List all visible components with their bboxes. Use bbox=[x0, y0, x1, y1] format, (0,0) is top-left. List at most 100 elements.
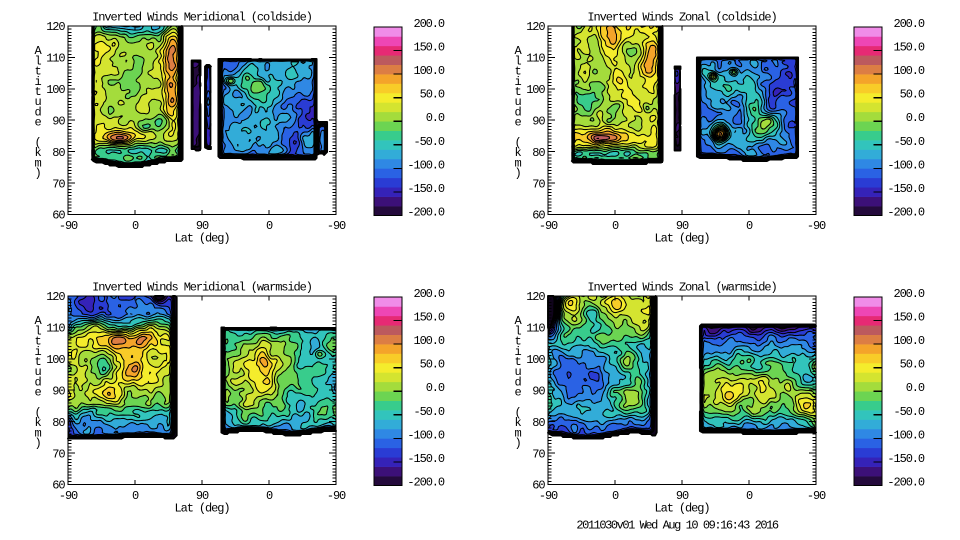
svg-text:A: A bbox=[34, 44, 42, 58]
svg-text:100: 100 bbox=[526, 83, 545, 97]
svg-text:d: d bbox=[34, 375, 41, 389]
svg-text:Inverted Winds Zonal (warmside: Inverted Winds Zonal (warmside) bbox=[587, 281, 776, 295]
svg-text:100: 100 bbox=[526, 353, 545, 367]
svg-text:110: 110 bbox=[46, 52, 65, 66]
svg-text:Lat (deg): Lat (deg) bbox=[655, 232, 710, 246]
svg-text:0.0: 0.0 bbox=[426, 111, 445, 125]
svg-text:90: 90 bbox=[52, 385, 65, 399]
svg-text:70: 70 bbox=[52, 447, 65, 461]
svg-text:-200.0: -200.0 bbox=[407, 206, 445, 220]
svg-text:-50.0: -50.0 bbox=[893, 405, 924, 419]
svg-text:-150.0: -150.0 bbox=[407, 182, 445, 196]
svg-text:l: l bbox=[34, 324, 41, 338]
svg-text:90: 90 bbox=[196, 219, 209, 233]
svg-text:200.0: 200.0 bbox=[893, 17, 924, 31]
svg-text:120: 120 bbox=[46, 290, 65, 304]
svg-text:Inverted Winds Meridional (col: Inverted Winds Meridional (coldside) bbox=[92, 11, 312, 25]
svg-text:-50.0: -50.0 bbox=[893, 135, 924, 149]
svg-text:u: u bbox=[34, 365, 41, 379]
svg-text:120: 120 bbox=[526, 20, 545, 34]
svg-text:100.0: 100.0 bbox=[413, 334, 444, 348]
svg-text:t: t bbox=[514, 355, 520, 369]
svg-text:t: t bbox=[34, 85, 40, 99]
svg-text:50.0: 50.0 bbox=[900, 88, 925, 102]
svg-text:u: u bbox=[514, 95, 521, 109]
svg-text:-100.0: -100.0 bbox=[887, 158, 925, 172]
svg-text:-150.0: -150.0 bbox=[887, 182, 925, 196]
svg-text:100.0: 100.0 bbox=[893, 334, 924, 348]
svg-text:-90: -90 bbox=[807, 219, 826, 233]
svg-text:(: ( bbox=[34, 136, 40, 150]
svg-text:80: 80 bbox=[52, 416, 65, 430]
svg-text:-100.0: -100.0 bbox=[887, 428, 925, 442]
svg-text:-200.0: -200.0 bbox=[887, 206, 925, 220]
svg-text:200.0: 200.0 bbox=[893, 287, 924, 301]
svg-text:(: ( bbox=[34, 406, 40, 420]
svg-text:50.0: 50.0 bbox=[420, 88, 445, 102]
svg-text:u: u bbox=[514, 365, 521, 379]
svg-text:80: 80 bbox=[532, 146, 545, 160]
svg-text:110: 110 bbox=[526, 322, 545, 336]
svg-text:u: u bbox=[34, 95, 41, 109]
svg-text:0: 0 bbox=[132, 489, 139, 503]
svg-text:2011030v01 Wed Aug 10 09:16:43: 2011030v01 Wed Aug 10 09:16:43 2016 bbox=[576, 519, 779, 533]
svg-text:t: t bbox=[34, 355, 40, 369]
svg-text:-90: -90 bbox=[59, 219, 78, 233]
svg-text:-100.0: -100.0 bbox=[407, 428, 445, 442]
svg-text:90: 90 bbox=[532, 385, 545, 399]
svg-text:): ) bbox=[34, 167, 40, 181]
svg-text:60: 60 bbox=[532, 479, 545, 493]
svg-text:-150.0: -150.0 bbox=[407, 452, 445, 466]
svg-text:Lat (deg): Lat (deg) bbox=[175, 502, 230, 516]
svg-text:90: 90 bbox=[676, 489, 689, 503]
svg-text:): ) bbox=[514, 437, 520, 451]
svg-text:100.0: 100.0 bbox=[893, 64, 924, 78]
svg-text:0: 0 bbox=[612, 219, 619, 233]
svg-text:0: 0 bbox=[746, 489, 753, 503]
svg-text:-90: -90 bbox=[327, 219, 346, 233]
svg-text:k: k bbox=[514, 146, 521, 160]
svg-text:Lat (deg): Lat (deg) bbox=[655, 502, 710, 516]
svg-text:t: t bbox=[514, 85, 520, 99]
svg-text:d: d bbox=[34, 105, 41, 119]
svg-text:100.0: 100.0 bbox=[413, 64, 444, 78]
svg-text:-90: -90 bbox=[327, 489, 346, 503]
svg-text:110: 110 bbox=[46, 322, 65, 336]
svg-text:100: 100 bbox=[46, 353, 65, 367]
svg-text:70: 70 bbox=[52, 177, 65, 191]
svg-text:0: 0 bbox=[612, 489, 619, 503]
svg-text:120: 120 bbox=[46, 20, 65, 34]
svg-text:A: A bbox=[514, 314, 522, 328]
svg-text:e: e bbox=[34, 386, 41, 400]
svg-text:t: t bbox=[514, 335, 520, 349]
svg-text:90: 90 bbox=[52, 115, 65, 129]
svg-text:-100.0: -100.0 bbox=[407, 158, 445, 172]
svg-text:70: 70 bbox=[532, 177, 545, 191]
svg-text:150.0: 150.0 bbox=[413, 311, 444, 325]
svg-text:0: 0 bbox=[266, 489, 273, 503]
svg-text:100: 100 bbox=[46, 83, 65, 97]
svg-text:110: 110 bbox=[526, 52, 545, 66]
svg-text:t: t bbox=[514, 65, 520, 79]
svg-text:50.0: 50.0 bbox=[900, 358, 925, 372]
svg-text:0.0: 0.0 bbox=[906, 381, 925, 395]
svg-text:i: i bbox=[34, 75, 41, 89]
svg-text:Inverted Winds Meridional (war: Inverted Winds Meridional (warmside) bbox=[92, 281, 312, 295]
svg-text:0: 0 bbox=[132, 219, 139, 233]
svg-text:A: A bbox=[34, 314, 42, 328]
svg-text:-90: -90 bbox=[539, 219, 558, 233]
svg-text:60: 60 bbox=[52, 209, 65, 223]
svg-text:200.0: 200.0 bbox=[413, 287, 444, 301]
svg-text:i: i bbox=[514, 345, 521, 359]
svg-text:50.0: 50.0 bbox=[420, 358, 445, 372]
svg-text:150.0: 150.0 bbox=[893, 311, 924, 325]
svg-text:m: m bbox=[514, 426, 521, 440]
svg-text:m: m bbox=[514, 156, 521, 170]
svg-text:-50.0: -50.0 bbox=[413, 135, 444, 149]
svg-text:(: ( bbox=[514, 136, 520, 150]
svg-text:Lat (deg): Lat (deg) bbox=[175, 232, 230, 246]
svg-text:70: 70 bbox=[532, 447, 545, 461]
svg-text:d: d bbox=[514, 375, 521, 389]
svg-text:k: k bbox=[34, 416, 41, 430]
svg-text:0.0: 0.0 bbox=[426, 381, 445, 395]
